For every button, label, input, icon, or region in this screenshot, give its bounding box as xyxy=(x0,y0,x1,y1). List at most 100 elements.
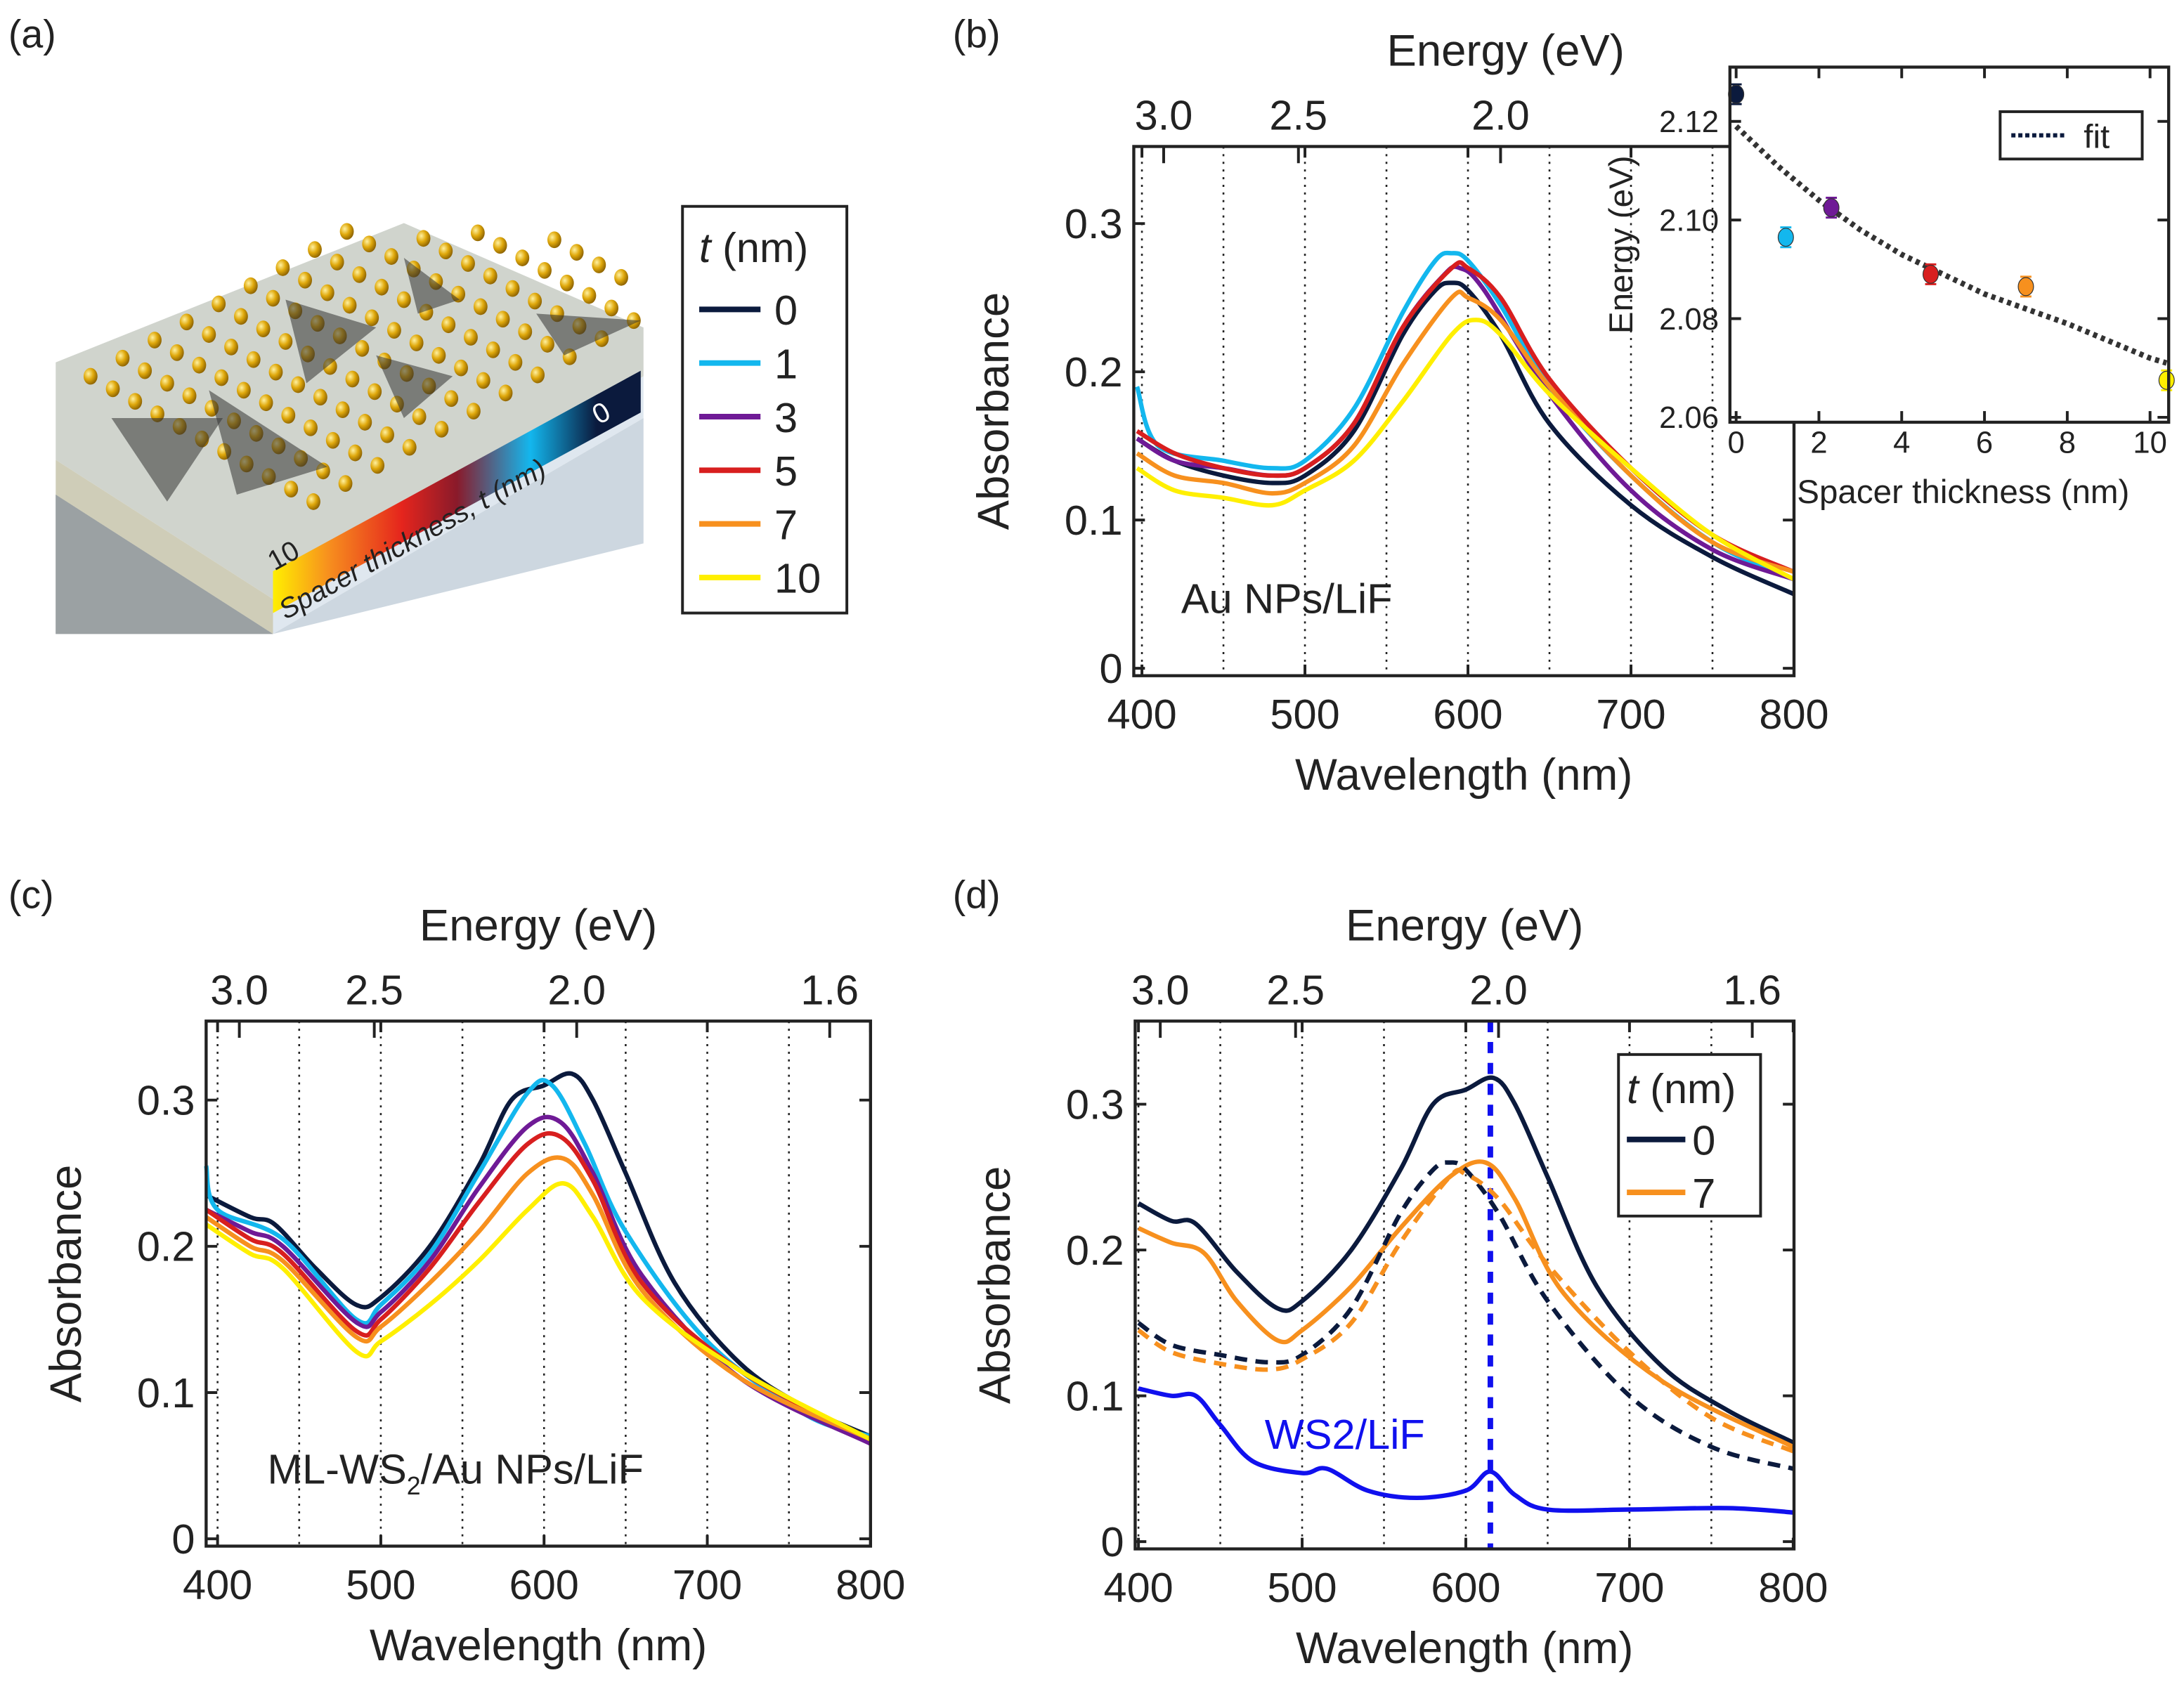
gold-nanoparticle xyxy=(83,367,98,385)
series-line-0 xyxy=(1137,1075,1795,1445)
x-tick-label: 700 xyxy=(1596,691,1665,738)
ws2-flake-2 xyxy=(209,390,327,495)
gold-nanoparticle xyxy=(182,387,197,405)
panel-d: 400 500 600 700 800 0 0.1 0.2 0.3 3.0 2.5 2.0 1.6 Ene… xyxy=(970,901,1828,1673)
gold-nanoparticle xyxy=(508,353,523,371)
y-axis-title: Energy (eV) xyxy=(1603,155,1640,334)
data-point-4 xyxy=(2017,277,2034,297)
gold-nanoparticle xyxy=(246,351,261,368)
panel-label-b: (b) xyxy=(953,13,1001,56)
gold-nanoparticle xyxy=(441,316,456,334)
gold-nanoparticle xyxy=(355,340,370,357)
ws2-flake-4 xyxy=(376,355,453,418)
x-tick-label: 800 xyxy=(1758,1564,1828,1611)
top-tick-label: 2.0 xyxy=(547,966,606,1013)
gold-nanoparticle xyxy=(538,262,552,279)
gold-nanoparticle xyxy=(243,277,258,294)
gold-nanoparticle xyxy=(352,266,367,283)
gold-nanoparticle xyxy=(160,374,174,392)
legend-box xyxy=(1617,1053,1762,1218)
x-tick-label: 4 xyxy=(1893,426,1910,460)
x-tick-label: 600 xyxy=(1433,691,1502,738)
gold-nanoparticle xyxy=(115,349,130,367)
ws2-flake-5 xyxy=(403,258,460,314)
gold-nanoparticle xyxy=(330,254,344,271)
gold-nanoparticle xyxy=(345,370,360,388)
gold-nanoparticle xyxy=(313,389,327,406)
data-point-2 xyxy=(1823,198,1840,218)
series-line-1 xyxy=(204,1078,871,1439)
legend-label-0: 0 xyxy=(774,287,798,334)
y-tick-label: 0 xyxy=(1100,645,1123,692)
top-tick-label: 2.5 xyxy=(1266,966,1325,1013)
top-tick-label: 2.0 xyxy=(1469,966,1528,1013)
gold-nanoparticle xyxy=(416,230,431,247)
annotation-label: ML-WS2/Au NPs/LiF xyxy=(268,1445,644,1500)
gold-nanoparticle xyxy=(540,336,554,353)
device-schematic: 10 0 Spacer thickness, t (nm) xyxy=(56,223,644,634)
gold-nanoparticle xyxy=(275,259,290,276)
gold-nanoparticle xyxy=(368,383,382,400)
gold-nanoparticle xyxy=(256,320,271,338)
x-axis-title: Wavelength (nm) xyxy=(370,1621,707,1670)
gold-nanoparticle xyxy=(365,309,379,327)
gold-nanoparticle xyxy=(409,334,424,351)
gold-nanoparticle xyxy=(454,359,468,377)
y-tick-label: 2.12 xyxy=(1659,105,1719,139)
gold-nanoparticle xyxy=(531,366,545,384)
gold-nanoparticle xyxy=(493,237,507,254)
panel-label-d: (d) xyxy=(953,873,1001,917)
gold-nanoparticle xyxy=(604,299,619,317)
gold-nanoparticle xyxy=(138,362,152,379)
gold-nanoparticle xyxy=(298,271,312,289)
x-tick-label: 500 xyxy=(1270,691,1339,738)
legend-title: t (nm) xyxy=(1627,1065,1736,1112)
gold-nanoparticle xyxy=(224,339,238,356)
gold-nanoparticle xyxy=(505,280,520,297)
gold-nanoparticle xyxy=(179,313,194,331)
y-tick-label: 2.06 xyxy=(1659,401,1719,435)
legend-label-1: 1 xyxy=(774,341,798,388)
gold-nanoparticle xyxy=(306,493,320,510)
y-tick-label: 0.2 xyxy=(1066,1227,1124,1274)
top-axis-title: Energy (eV) xyxy=(1346,901,1583,950)
gold-nanoparticle xyxy=(431,346,446,364)
top-tick-label: 3.0 xyxy=(1135,92,1193,139)
gold-nanoparticle xyxy=(582,287,597,304)
gold-nanoparticle xyxy=(362,235,377,253)
gold-nanoparticle xyxy=(569,244,584,261)
series-line-10 xyxy=(204,1181,872,1442)
gold-nanoparticle xyxy=(476,372,490,389)
gold-nanoparticle xyxy=(325,431,340,449)
plot-frame xyxy=(204,1019,873,1548)
y-axis-title: Absorbance xyxy=(41,1165,91,1402)
legend-title: t (nm) xyxy=(699,224,808,271)
data-point-1 xyxy=(1777,228,1794,247)
gold-nanoparticle xyxy=(342,297,357,314)
gold-nanoparticle xyxy=(434,420,449,438)
data-point-5 xyxy=(2158,370,2175,390)
x-tick-label: 10 xyxy=(2133,426,2167,460)
x-tick-label: 6 xyxy=(1976,426,1993,460)
plot-frame xyxy=(1728,65,2171,424)
x-tick-label: 400 xyxy=(1107,691,1176,738)
top-tick-label: 2.0 xyxy=(1471,92,1530,139)
series-line-curve-4 xyxy=(1138,1386,1794,1515)
legend-box xyxy=(681,204,849,615)
fit-curve xyxy=(1734,124,2168,366)
panel-c: 400 500 600 700 800 0 0.1 0.2 0.3 3.0 2.5 2.0 1.6 Ene… xyxy=(41,901,905,1670)
y-tick-label: 0.1 xyxy=(1065,497,1123,544)
y-tick-label: 0.3 xyxy=(137,1076,195,1123)
plot-frame xyxy=(1133,1019,1796,1551)
y-tick-label: 0.1 xyxy=(137,1369,195,1416)
gold-nanoparticle xyxy=(467,403,481,419)
gold-nanoparticle xyxy=(559,274,574,292)
top-tick-label: 1.6 xyxy=(800,966,859,1013)
top-tick-label: 1.6 xyxy=(1723,966,1781,1013)
gold-nanoparticle xyxy=(348,444,363,462)
gold-nanoparticle xyxy=(370,457,385,474)
ws2-lif-annotation: WS2/LiF xyxy=(1265,1411,1425,1458)
x-tick-label: 500 xyxy=(346,1561,415,1608)
series-line-0 xyxy=(1136,280,1795,597)
